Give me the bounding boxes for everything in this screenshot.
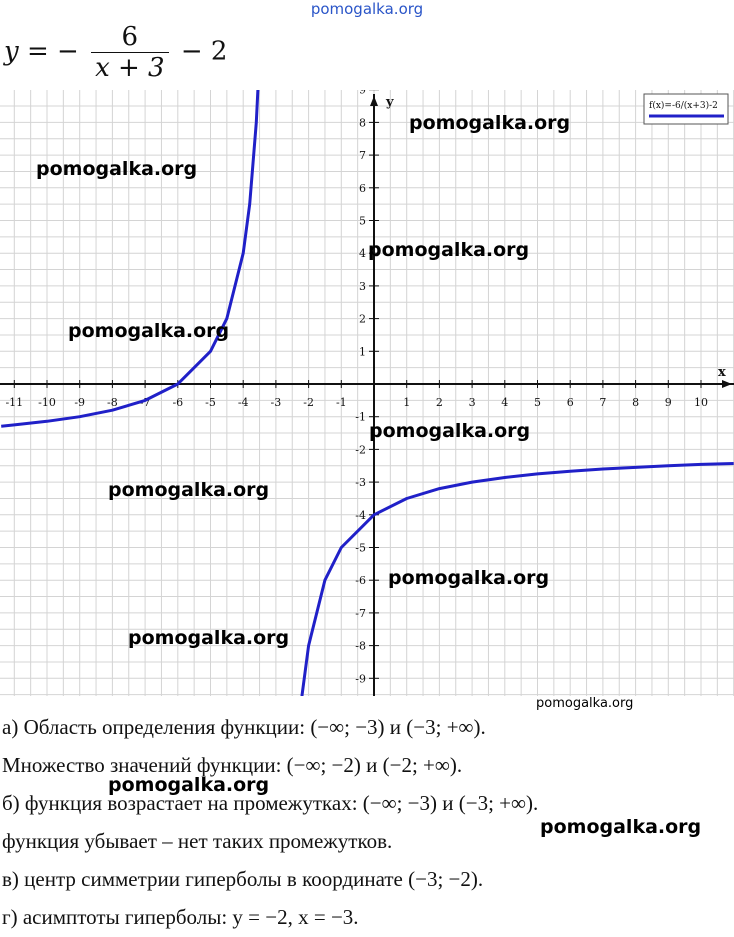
y-tick-label: -4 bbox=[355, 509, 366, 522]
function-formula: y = − 6 x + 3 − 2 bbox=[4, 22, 227, 83]
formula-lhs: y = − bbox=[4, 36, 79, 67]
x-tick-label: 1 bbox=[403, 396, 410, 409]
solution-line: функция убывает – нет таких промежутков. bbox=[2, 829, 393, 853]
solution-line: Множество значений функции: (−∞; −2) и (… bbox=[2, 753, 463, 777]
y-tick-label: 1 bbox=[359, 345, 366, 358]
formula-tail: − 2 bbox=[180, 36, 228, 67]
y-tick-label: -2 bbox=[355, 443, 366, 456]
x-tick-label: -9 bbox=[74, 396, 85, 409]
y-tick-label: -5 bbox=[355, 542, 366, 555]
x-tick-label: 7 bbox=[599, 396, 606, 409]
y-axis-arrow bbox=[370, 96, 378, 106]
watermark: pomogalka.org bbox=[540, 816, 702, 838]
y-tick-label: 4 bbox=[359, 247, 366, 260]
watermark: pomogalka.org bbox=[68, 320, 230, 342]
x-tick-label: 5 bbox=[534, 396, 541, 409]
curves bbox=[1, 90, 734, 696]
x-tick-label: 10 bbox=[694, 396, 708, 409]
y-tick-label: 5 bbox=[359, 215, 366, 228]
legend-label: f(x)=-6/(x+3)-2 bbox=[649, 100, 718, 111]
watermark: pomogalka.org bbox=[36, 158, 198, 180]
y-tick-label: 7 bbox=[359, 149, 366, 162]
tick-labels: -11-10-9-8-7-6-5-4-3-2-11234567891011109… bbox=[5, 90, 708, 685]
x-tick-label: -8 bbox=[107, 396, 118, 409]
x-tick-label: -6 bbox=[172, 396, 183, 409]
y-tick-label: 6 bbox=[359, 182, 366, 195]
y-tick-label: 8 bbox=[359, 116, 366, 129]
x-tick-label: -4 bbox=[238, 396, 249, 409]
solution-text: а) Область определения функции: (−∞; −3)… bbox=[2, 708, 538, 936]
grid bbox=[0, 90, 734, 696]
y-tick-label: -3 bbox=[355, 476, 366, 489]
x-tick-label: 6 bbox=[567, 396, 574, 409]
x-axis-label: x bbox=[718, 365, 726, 380]
formula-denominator: x + 3 bbox=[95, 53, 165, 83]
watermark: pomogalka.org bbox=[108, 479, 270, 501]
x-tick-label: -3 bbox=[271, 396, 282, 409]
x-tick-label: -10 bbox=[38, 396, 56, 409]
x-tick-label: -11 bbox=[5, 396, 23, 409]
watermark: pomogalka.org bbox=[108, 774, 270, 796]
y-tick-label: -8 bbox=[355, 640, 366, 653]
site-header-link[interactable]: pomogalka.org bbox=[310, 0, 424, 18]
x-tick-label: 8 bbox=[632, 396, 639, 409]
watermark: pomogalka.org bbox=[369, 420, 531, 442]
x-tick-label: -7 bbox=[140, 396, 151, 409]
solution-line: б) функция возрастает на промежутках: (−… bbox=[2, 791, 539, 815]
y-tick-label: 9 bbox=[359, 90, 366, 97]
y-tick-label: 3 bbox=[359, 280, 366, 293]
x-tick-label: 2 bbox=[436, 396, 443, 409]
x-tick-label: 4 bbox=[501, 396, 508, 409]
x-tick-label: 9 bbox=[665, 396, 672, 409]
solution-line: а) Область определения функции: (−∞; −3)… bbox=[2, 715, 486, 739]
watermark: pomogalka.org bbox=[368, 239, 530, 261]
formula-fraction: 6 x + 3 bbox=[91, 22, 169, 83]
series-line-2 bbox=[300, 462, 734, 696]
series-line-1 bbox=[1, 90, 260, 428]
function-graph: xy -11-10-9-8-7-6-5-4-3-2-11234567891011… bbox=[0, 90, 734, 696]
legend-box bbox=[643, 93, 729, 125]
axes: xy bbox=[0, 94, 734, 696]
solution-line: в) центр симметрии гиперболы в координат… bbox=[2, 867, 484, 891]
watermark: pomogalka.org bbox=[128, 627, 290, 649]
x-tick-label: -1 bbox=[336, 396, 347, 409]
watermark: pomogalka.org bbox=[388, 567, 550, 589]
x-tick-label: -2 bbox=[303, 396, 314, 409]
x-axis-arrow bbox=[722, 380, 732, 388]
x-tick-label: 3 bbox=[469, 396, 476, 409]
y-tick-label: 2 bbox=[359, 313, 366, 326]
x-tick-label: -5 bbox=[205, 396, 216, 409]
y-axis-label: y bbox=[385, 95, 394, 110]
watermark: pomogalka.org bbox=[409, 112, 571, 134]
y-tick-label: -9 bbox=[355, 672, 366, 685]
solution-line: г) асимптоты гиперболы: y = −2, x = −3. bbox=[2, 905, 359, 929]
y-tick-label: -7 bbox=[355, 607, 366, 620]
watermark: pomogalka.org bbox=[536, 696, 634, 711]
y-tick-label: -1 bbox=[355, 411, 366, 424]
formula-numerator: 6 bbox=[91, 22, 169, 53]
y-tick-label: -6 bbox=[355, 574, 366, 587]
legend: f(x)=-6/(x+3)-2 bbox=[643, 93, 729, 125]
